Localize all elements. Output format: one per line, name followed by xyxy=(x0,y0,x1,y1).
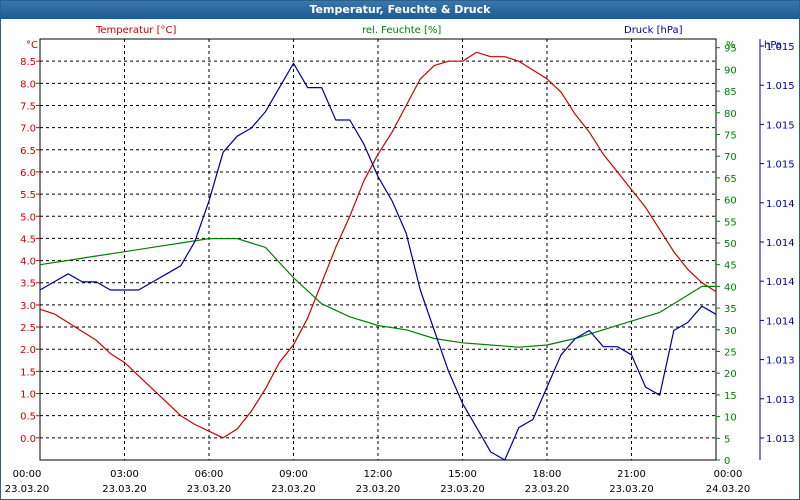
pressure-series-line xyxy=(39,62,717,461)
humidity-tick-label: 95 xyxy=(724,44,737,55)
temperature-unit-label: °C xyxy=(26,40,38,51)
pressure-tick-label: 1.013 xyxy=(766,434,795,445)
temperature-tick-label: 6.0 xyxy=(20,168,36,179)
plot-frame xyxy=(39,38,717,461)
pressure-tick-label: 1.014 xyxy=(766,238,795,249)
humidity-tick-label: 0 xyxy=(724,456,730,467)
x-tick-time: 12:00 xyxy=(364,469,393,480)
temperature-tick-label: 3.5 xyxy=(20,279,36,290)
x-tick-time: 18:00 xyxy=(533,469,562,480)
humidity-series-line xyxy=(39,238,716,348)
tick-labels: 00:00 23.03.20 03:00 23.03.20 06:00 23.03.20 0… xyxy=(5,42,795,495)
temperature-series-line xyxy=(39,51,717,439)
temperature-axis-title: Temperatur [°C] xyxy=(95,25,176,36)
x-tick-date: 23.03.20 xyxy=(356,484,401,495)
temperature-tick-label: 7.5 xyxy=(20,101,36,112)
grid-lines xyxy=(40,39,716,460)
pressure-tick-label: 1.013 xyxy=(766,395,795,406)
humidity-tick-label: 15 xyxy=(724,391,737,402)
temperature-tick-label: 4.5 xyxy=(20,234,36,245)
pressure-tick-label: 1.015 xyxy=(766,120,795,131)
x-tick-time: 00:00 xyxy=(714,469,743,480)
temperature-tick-label: 3.0 xyxy=(20,301,36,312)
pressure-unit-label: hPa xyxy=(764,40,782,51)
temperature-tick-label: 5.5 xyxy=(20,190,36,201)
humidity-tick-label: 20 xyxy=(724,369,737,380)
window-title: Temperatur, Feuchte & Druck xyxy=(1,1,799,19)
x-tick-date: 23.03.20 xyxy=(609,484,654,495)
pressure-tick-label: 1.014 xyxy=(766,199,795,210)
x-tick-date: 24.03.20 xyxy=(706,484,751,495)
x-tick-date: 23.03.20 xyxy=(440,484,485,495)
x-tick-date: 23.03.20 xyxy=(187,484,232,495)
humidity-tick-label: 60 xyxy=(724,196,737,207)
temperature-tick-label: 8.0 xyxy=(20,79,36,90)
x-tick-time: 21:00 xyxy=(617,469,646,480)
temperature-tick-label: 0.5 xyxy=(20,412,36,423)
humidity-tick-label: 65 xyxy=(724,174,737,185)
humidity-tick-label: 80 xyxy=(724,109,737,120)
pressure-tick-label: 1.015 xyxy=(766,81,795,92)
x-tick-time: 00:00 xyxy=(13,469,42,480)
temperature-tick-label: 2.0 xyxy=(20,345,36,356)
humidity-tick-label: 90 xyxy=(724,65,737,76)
x-tick-time: 09:00 xyxy=(279,469,308,480)
humidity-tick-label: 45 xyxy=(724,261,737,272)
pressure-tick-label: 1.015 xyxy=(766,42,795,53)
x-tick-time: 03:00 xyxy=(110,469,139,480)
humidity-tick-label: 40 xyxy=(724,282,737,293)
pressure-axis-title: Druck [hPa] xyxy=(624,25,683,36)
humidity-tick-label: 30 xyxy=(724,326,737,337)
temperature-tick-label: 2.5 xyxy=(20,323,36,334)
humidity-tick-label: 10 xyxy=(724,413,737,424)
humidity-tick-label: 35 xyxy=(724,304,737,315)
humidity-tick-label: 55 xyxy=(724,217,737,228)
x-tick-date: 23.03.20 xyxy=(5,484,50,495)
x-tick-date: 23.03.20 xyxy=(271,484,316,495)
x-tick-time: 15:00 xyxy=(448,469,477,480)
temperature-tick-label: 4.0 xyxy=(20,257,36,268)
pressure-tick-label: 1.013 xyxy=(766,356,795,367)
pressure-tick-label: 1.015 xyxy=(766,160,795,171)
humidity-tick-label: 70 xyxy=(724,152,737,163)
x-tick-date: 23.03.20 xyxy=(525,484,570,495)
humidity-tick-label: 75 xyxy=(724,130,737,141)
temperature-tick-label: 1.0 xyxy=(20,390,36,401)
pressure-tick-label: 1.014 xyxy=(766,277,795,288)
humidity-tick-label: 85 xyxy=(724,87,737,98)
temperature-tick-label: 6.5 xyxy=(20,146,36,157)
temperature-tick-label: 7.0 xyxy=(20,124,36,135)
temperature-tick-label: 1.5 xyxy=(20,367,36,378)
humidity-tick-label: 5 xyxy=(724,434,730,445)
humidity-axis-title: rel. Feuchte [%] xyxy=(362,25,441,36)
x-tick-time: 06:00 xyxy=(195,469,224,480)
temperature-tick-label: 5.0 xyxy=(20,212,36,223)
temperature-tick-label: 8.5 xyxy=(20,57,36,68)
series-layer xyxy=(39,51,717,461)
humidity-unit-label: % xyxy=(726,40,736,51)
x-tick-date: 23.03.20 xyxy=(102,484,147,495)
pressure-tick-label: 1.014 xyxy=(766,316,795,327)
humidity-tick-label: 25 xyxy=(724,347,737,358)
humidity-tick-label: 50 xyxy=(724,239,737,250)
temperature-tick-label: 0.0 xyxy=(20,434,36,445)
